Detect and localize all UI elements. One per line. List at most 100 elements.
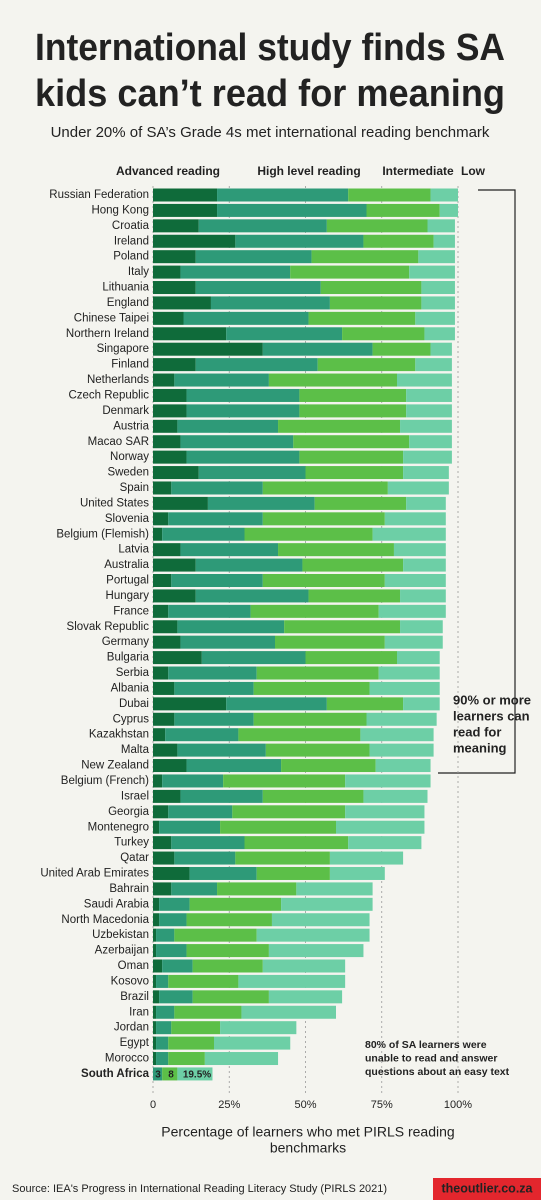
bar-segment (153, 1036, 157, 1050)
bar-segment (403, 558, 446, 572)
bar-segment (153, 574, 172, 587)
category-label: United Arab Emirates (40, 868, 149, 880)
bracket-note: meaning (453, 740, 507, 755)
bar-segment (262, 481, 388, 495)
bar-segment (281, 759, 376, 773)
bar-segment (153, 789, 181, 803)
bar-segment (186, 759, 282, 773)
bar-segment (159, 897, 190, 911)
bar-segment (384, 635, 443, 649)
bar-segment (159, 913, 187, 927)
bar-segment (156, 1052, 169, 1066)
bar-segment (153, 836, 172, 850)
bar-segment (284, 620, 401, 634)
category-label: Denmark (102, 405, 149, 417)
bar-segment (378, 604, 446, 618)
bar-segment (168, 805, 233, 819)
bar-segment (177, 743, 266, 757)
bar-segment (397, 373, 452, 387)
bar-segment (153, 666, 169, 680)
category-label: Uzbekistan (92, 929, 149, 941)
bar-segment (153, 466, 199, 480)
bar-segment (369, 681, 440, 695)
bar-segment (232, 805, 346, 819)
sa-value-label: 19.5% (183, 1070, 211, 1081)
bar-segment (244, 836, 349, 850)
bar-segment (400, 589, 446, 603)
category-label: France (113, 605, 149, 617)
bar-segment (378, 666, 440, 680)
bar-segment (384, 512, 446, 526)
bar-segment (168, 666, 257, 680)
legend-label: High level reading (257, 164, 360, 178)
x-tick-label: 75% (371, 1099, 393, 1111)
bar-segment (153, 296, 211, 310)
bar-segment (153, 481, 172, 495)
bar-segment (345, 774, 431, 788)
bar-segment (174, 928, 257, 942)
bar-segment (156, 1021, 172, 1035)
bar-segment (168, 604, 251, 618)
bar-segment (366, 712, 437, 726)
bar-segment (320, 281, 422, 295)
bar-segment (281, 897, 373, 911)
bar-segment (220, 820, 336, 834)
bar-segment (372, 527, 446, 541)
bar-segment (262, 574, 385, 587)
category-label: Portugal (106, 575, 149, 587)
bar-segment (153, 728, 166, 742)
bar-segment (174, 712, 254, 726)
bar-segment (153, 527, 163, 541)
bar-segment (177, 419, 279, 433)
bar-segment (406, 496, 446, 510)
bar-segment (375, 759, 431, 773)
bar-segment (421, 281, 455, 295)
bar-segment (439, 203, 458, 217)
bar-segment (156, 944, 187, 958)
bar-segment (256, 666, 379, 680)
bar-segment (162, 527, 245, 541)
bar-segment (400, 620, 443, 634)
bar-segment (153, 990, 160, 1004)
category-label: Ireland (114, 235, 149, 247)
bar-segment (165, 728, 239, 742)
bar-segment (207, 496, 315, 510)
bar-segment (195, 281, 321, 295)
bar-segment (186, 450, 300, 464)
bar-segment (153, 188, 218, 202)
chart-title: kids can’t read for meaning (35, 73, 505, 115)
legend-label: Intermediate (382, 164, 454, 178)
bar-segment (421, 296, 455, 310)
bar-segment (244, 527, 373, 541)
bar-segment (153, 234, 236, 248)
bar-segment (226, 697, 327, 711)
category-label: Italy (128, 266, 149, 278)
category-label: Serbia (116, 667, 150, 679)
bar-segment (217, 188, 349, 202)
category-label: Kosovo (111, 975, 149, 987)
bar-segment (250, 604, 379, 618)
category-label: Malta (121, 744, 150, 756)
category-label: Hong Kong (91, 204, 149, 216)
bar-segment (302, 558, 404, 572)
category-label: Montenegro (88, 821, 149, 833)
category-label: Lithuania (102, 282, 149, 294)
bar-segment (159, 990, 193, 1004)
category-label: Israel (121, 790, 149, 802)
bar-segment (153, 327, 227, 341)
category-label: Russian Federation (49, 189, 149, 201)
bar-segment (299, 450, 404, 464)
bar-segment (153, 759, 187, 773)
category-label: Brazil (120, 991, 149, 1003)
bar-segment (189, 866, 257, 880)
category-label: Georgia (108, 806, 150, 818)
category-label: Hungary (106, 590, 150, 602)
x-tick-label: 100% (444, 1099, 472, 1111)
bar-segment (153, 450, 187, 464)
bar-segment (174, 851, 236, 865)
bar-segment (153, 604, 169, 618)
bar-segment (168, 1036, 214, 1050)
bar-segment (153, 512, 169, 526)
x-axis-label: Percentage of learners who met PIRLS rea… (161, 1124, 454, 1140)
bar-segment (326, 219, 428, 233)
